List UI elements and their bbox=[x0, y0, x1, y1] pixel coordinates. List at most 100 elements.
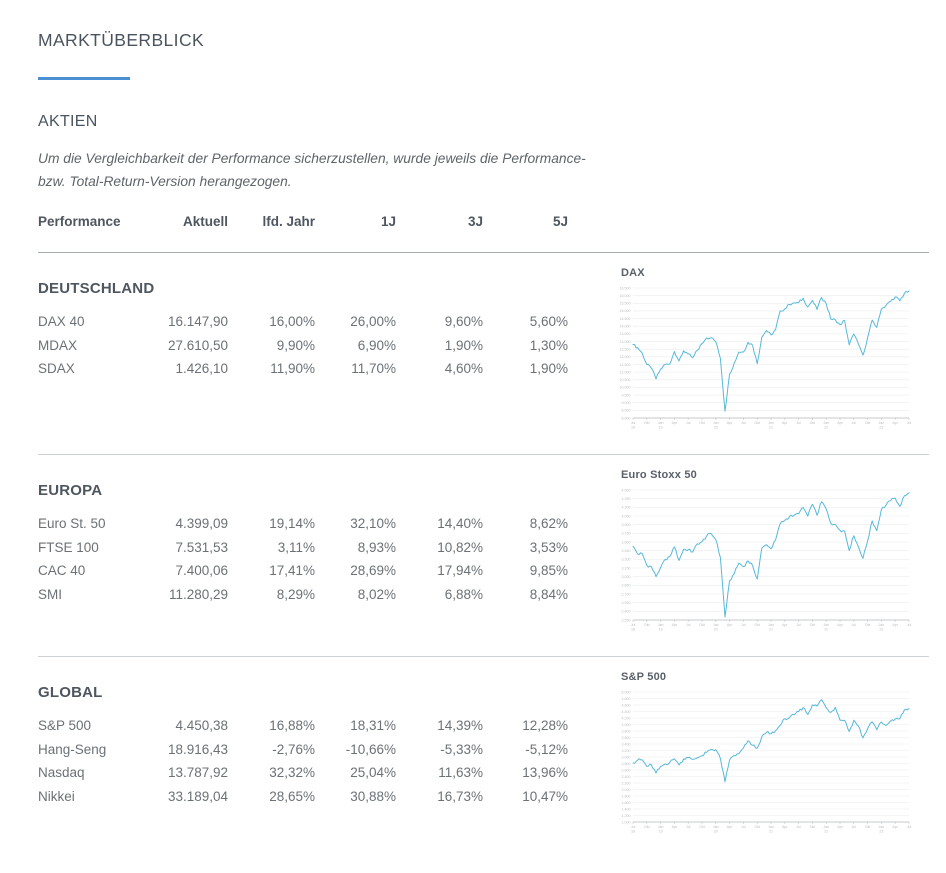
value-cell: 4.450,38 bbox=[175, 718, 228, 734]
svg-text:Okt: Okt bbox=[754, 421, 760, 425]
value-cell: 9,90% bbox=[276, 337, 315, 353]
svg-text:Apr: Apr bbox=[782, 825, 788, 829]
section-divider-1 bbox=[38, 454, 929, 456]
value-cell: 8,93% bbox=[357, 539, 396, 555]
note-line-2: bzw. Total-Return-Version herangezogen. bbox=[38, 173, 292, 189]
svg-text:Jul: Jul bbox=[851, 623, 856, 627]
svg-text:18: 18 bbox=[631, 628, 635, 632]
svg-text:Jan: Jan bbox=[658, 421, 664, 425]
svg-text:Jul: Jul bbox=[631, 825, 636, 829]
svg-text:Jan: Jan bbox=[823, 421, 829, 425]
value-cell: 8,62% bbox=[529, 516, 568, 532]
svg-text:Okt: Okt bbox=[865, 825, 871, 829]
svg-text:4.800: 4.800 bbox=[622, 697, 631, 701]
svg-text:10.000: 10.000 bbox=[620, 386, 631, 390]
svg-text:3.600: 3.600 bbox=[622, 736, 631, 740]
index-name: MDAX bbox=[38, 337, 78, 353]
value-cell: 25,04% bbox=[350, 765, 396, 781]
svg-text:Jan: Jan bbox=[658, 623, 664, 627]
svg-text:Apr: Apr bbox=[837, 825, 843, 829]
svg-text:4.400: 4.400 bbox=[622, 710, 631, 714]
page-title: MARKTÜBERBLICK bbox=[38, 30, 205, 50]
index-name: FTSE 100 bbox=[38, 539, 99, 555]
value-cell: 32,10% bbox=[350, 516, 396, 532]
svg-text:Okt: Okt bbox=[644, 825, 650, 829]
value-cell: 8,84% bbox=[529, 586, 568, 602]
svg-text:20: 20 bbox=[714, 426, 718, 430]
value-cell: 6,90% bbox=[357, 337, 396, 353]
svg-text:23: 23 bbox=[879, 830, 883, 834]
value-cell: 1,90% bbox=[444, 337, 483, 353]
svg-text:Okt: Okt bbox=[754, 623, 760, 627]
sp500-chart-block: S&P 500 1.000 1.200 1.400 1.600 1.800 2.000 2.… bbox=[619, 657, 929, 844]
svg-text:Apr: Apr bbox=[672, 623, 678, 627]
table-row: DAX 40 16.147,90 16,00% 26,00% 9,60% 5,60% bbox=[38, 310, 568, 334]
table-row: Nikkei 33.189,04 28,65% 30,88% 16,73% 10,47% bbox=[38, 785, 568, 809]
deutschland-rows: DAX 40 16.147,90 16,00% 26,00% 9,60% 5,60% MDA… bbox=[38, 310, 568, 381]
value-cell: 4,60% bbox=[444, 361, 483, 377]
section-global: GLOBAL S&P 500 4.450,38 16,88% 18,31% 14,39%… bbox=[38, 657, 929, 858]
svg-text:Apr: Apr bbox=[892, 825, 898, 829]
value-cell: 13,96% bbox=[522, 765, 568, 781]
value-cell: 32,32% bbox=[269, 765, 315, 781]
svg-text:5.000: 5.000 bbox=[622, 691, 631, 695]
col-header-5j: 5J bbox=[552, 214, 568, 230]
col-header-aktuell: Aktuell bbox=[182, 214, 228, 230]
svg-text:12.500: 12.500 bbox=[620, 348, 631, 352]
value-cell: 10,82% bbox=[437, 539, 483, 555]
value-cell: 18,31% bbox=[350, 718, 396, 734]
svg-text:Jul: Jul bbox=[686, 421, 691, 425]
svg-text:Jul: Jul bbox=[741, 421, 746, 425]
svg-text:Jul: Jul bbox=[631, 623, 636, 627]
svg-text:19: 19 bbox=[659, 426, 663, 430]
svg-text:Jan: Jan bbox=[823, 623, 829, 627]
svg-text:Okt: Okt bbox=[699, 623, 705, 627]
svg-text:Jan: Jan bbox=[768, 623, 774, 627]
svg-text:Jul: Jul bbox=[796, 623, 801, 627]
svg-text:3.300: 3.300 bbox=[622, 558, 631, 562]
section-divider-2 bbox=[38, 656, 929, 658]
value-cell: 16,88% bbox=[269, 718, 315, 734]
svg-text:8.500: 8.500 bbox=[622, 409, 631, 413]
svg-text:3.400: 3.400 bbox=[622, 743, 631, 747]
svg-text:Jul: Jul bbox=[796, 421, 801, 425]
table-row: SMI 11.280,29 8,29% 8,02% 6,88% 8,84% bbox=[38, 583, 568, 607]
svg-text:3.000: 3.000 bbox=[622, 756, 631, 760]
sp500-line-chart: 1.000 1.200 1.400 1.600 1.800 2.000 2.200 2.400… bbox=[622, 691, 912, 834]
eurostoxx-chart-title: Euro Stoxx 50 bbox=[621, 469, 697, 482]
svg-text:Okt: Okt bbox=[754, 825, 760, 829]
svg-text:15.000: 15.000 bbox=[620, 309, 631, 313]
index-name: S&P 500 bbox=[38, 718, 92, 734]
svg-text:9.000: 9.000 bbox=[622, 401, 631, 405]
value-cell: 19,14% bbox=[269, 516, 315, 532]
svg-text:2.000: 2.000 bbox=[622, 788, 631, 792]
svg-text:2.800: 2.800 bbox=[622, 762, 631, 766]
index-name: Nasdaq bbox=[38, 765, 85, 781]
value-cell: 17,94% bbox=[437, 563, 483, 579]
svg-text:Okt: Okt bbox=[644, 623, 650, 627]
value-cell: 30,88% bbox=[350, 788, 396, 804]
table-row: Euro St. 50 4.399,09 19,14% 32,10% 14,40% 8,6… bbox=[38, 512, 568, 536]
table-row: CAC 40 7.400,06 17,41% 28,69% 17,94% 9,85% bbox=[38, 559, 568, 583]
eurostoxx-chart-block: Euro Stoxx 50 2.250 2.400 2.550 2.700 2.850 3… bbox=[619, 455, 929, 642]
value-cell: 28,65% bbox=[269, 788, 315, 804]
svg-text:Okt: Okt bbox=[865, 421, 871, 425]
svg-text:Apr: Apr bbox=[892, 421, 898, 425]
svg-text:Okt: Okt bbox=[699, 421, 705, 425]
eurostoxx-line-chart: 2.250 2.400 2.550 2.700 2.850 3.000 3.150 3.300… bbox=[622, 489, 912, 632]
svg-text:Jul: Jul bbox=[907, 421, 912, 425]
value-cell: 11,70% bbox=[351, 361, 396, 377]
svg-text:8.000: 8.000 bbox=[622, 417, 631, 421]
svg-text:1.400: 1.400 bbox=[622, 808, 631, 812]
dax-chart-title: DAX bbox=[621, 267, 645, 280]
index-name: Nikkei bbox=[38, 788, 75, 804]
svg-text:11.000: 11.000 bbox=[620, 371, 631, 375]
value-cell: 1,90% bbox=[529, 361, 568, 377]
index-name: Euro St. 50 bbox=[38, 516, 106, 532]
value-cell: 8,29% bbox=[276, 586, 315, 602]
svg-text:Jul: Jul bbox=[686, 825, 691, 829]
svg-text:Apr: Apr bbox=[782, 421, 788, 425]
svg-text:Jan: Jan bbox=[879, 623, 885, 627]
col-header-lfd-jahr: lfd. Jahr bbox=[262, 214, 315, 230]
svg-text:16.000: 16.000 bbox=[620, 294, 631, 298]
